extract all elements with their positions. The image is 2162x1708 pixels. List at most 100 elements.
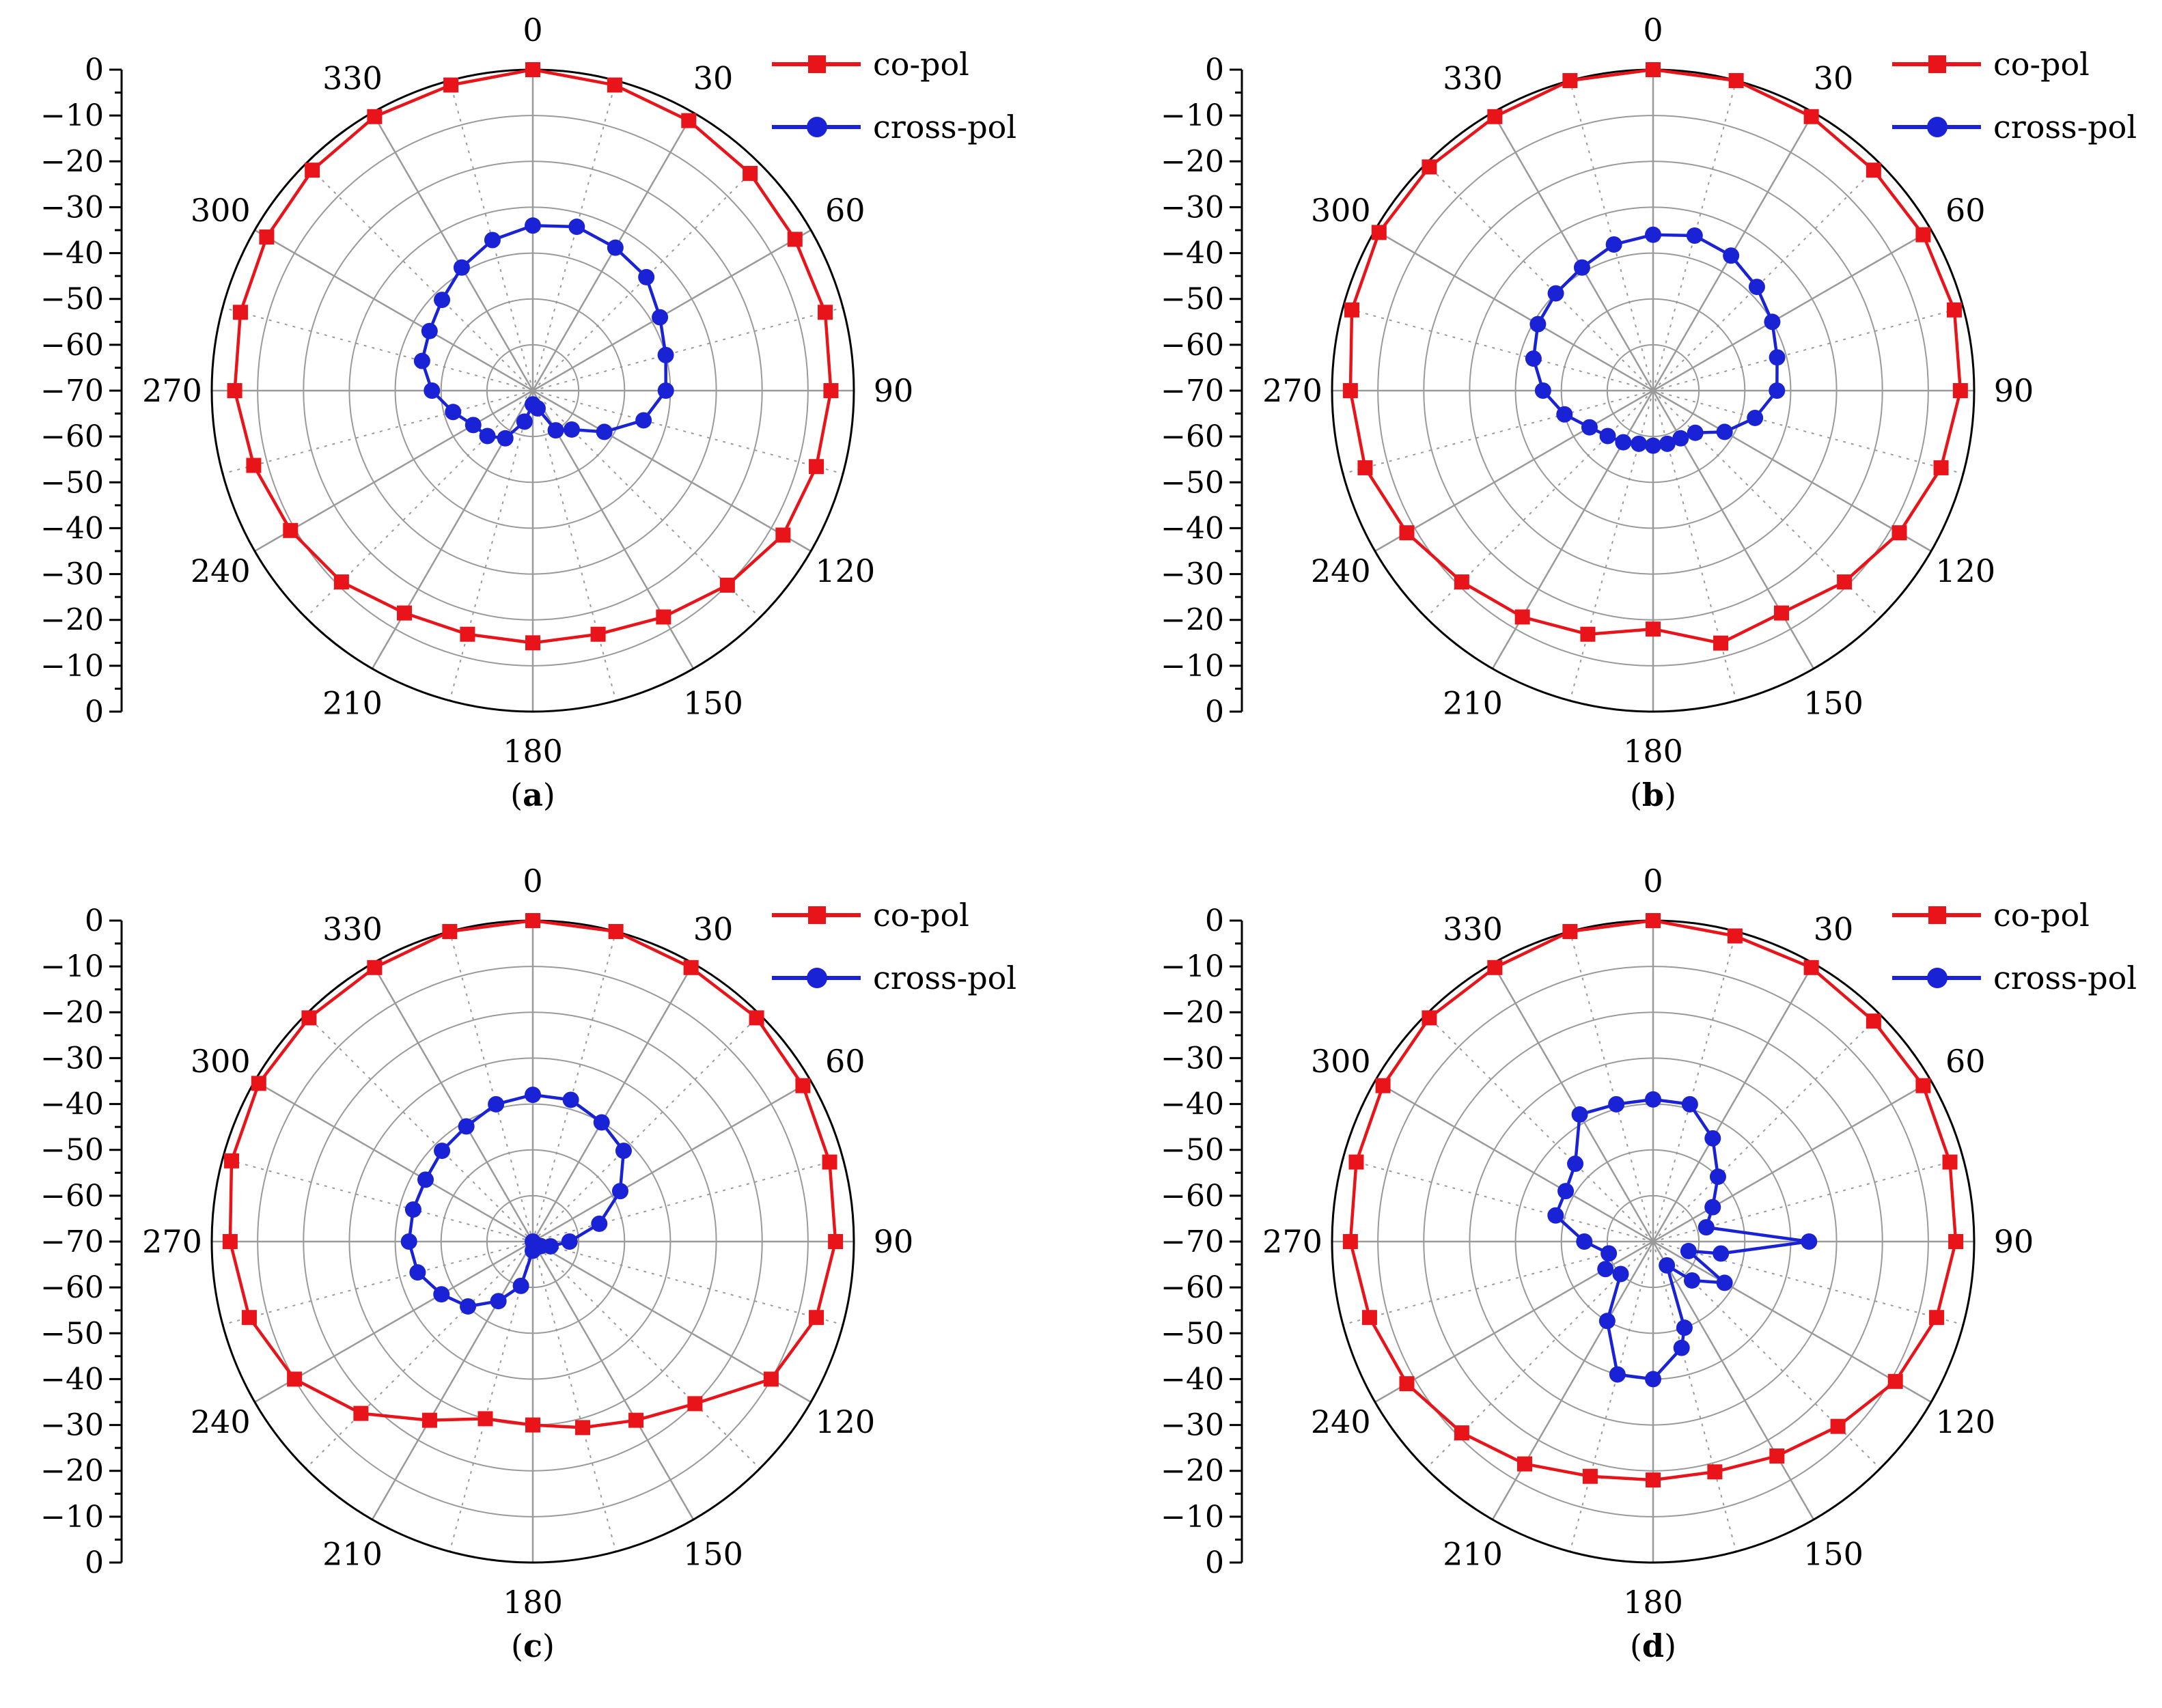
minor-spoke bbox=[532, 1158, 844, 1242]
cross-pol-point bbox=[1599, 428, 1616, 445]
co-pol-point bbox=[287, 1371, 303, 1387]
radial-tick-label: −30 bbox=[40, 190, 104, 225]
co-pol-point bbox=[1646, 1472, 1661, 1488]
co-pol-point bbox=[1915, 1078, 1931, 1093]
cross-pol-point bbox=[1645, 1371, 1661, 1388]
radial-tick-label: −20 bbox=[1161, 995, 1224, 1030]
radial-tick-label: −20 bbox=[40, 603, 104, 638]
radial-tick-label: −20 bbox=[1161, 1454, 1224, 1489]
cross-pol-point bbox=[1598, 1313, 1616, 1330]
cross-pol-point bbox=[409, 1264, 426, 1281]
minor-spoke bbox=[1569, 931, 1654, 1242]
cross-pol-point bbox=[445, 404, 462, 421]
cross-pol-point bbox=[1716, 423, 1733, 440]
polar-panel-a: 0 30 60 90 120 150 180 210 240 270 300 330 0 −10 −20 −3… bbox=[40, 12, 1016, 813]
minor-spoke bbox=[1425, 1013, 1654, 1242]
radial-tick-label: 0 bbox=[1205, 695, 1224, 729]
cross-pol-point bbox=[1709, 1168, 1726, 1186]
major-spoke bbox=[532, 389, 812, 552]
radial-tick-label: −50 bbox=[40, 1133, 104, 1168]
cross-pol-point bbox=[1697, 1219, 1715, 1236]
radial-tick-label: 0 bbox=[85, 904, 104, 938]
cross-pol-point bbox=[1609, 1366, 1626, 1383]
series-line-cross-pol bbox=[1554, 1097, 1811, 1381]
co-pol-point bbox=[1399, 525, 1415, 541]
radial-tick-label: −60 bbox=[40, 328, 104, 363]
co-pol-point bbox=[367, 960, 383, 975]
co-pol-point bbox=[1915, 227, 1931, 242]
panels: 03060901201501802102402703003300−10−20−3… bbox=[40, 12, 2137, 1664]
radial-tick-label: −10 bbox=[1161, 98, 1224, 133]
cross-pol-point bbox=[1686, 227, 1703, 244]
cross-pol-point bbox=[1769, 382, 1786, 399]
cross-pol-point bbox=[1529, 316, 1547, 333]
radial-tick-label: −10 bbox=[40, 649, 104, 684]
radial-tick-label: 0 bbox=[1205, 904, 1224, 938]
legend-square-marker bbox=[808, 906, 826, 924]
radial-tick-label: −30 bbox=[1161, 1041, 1224, 1076]
cross-pol-point bbox=[413, 352, 430, 369]
co-pol-point bbox=[1422, 159, 1437, 175]
co-pol-point bbox=[775, 527, 791, 543]
co-pol-point bbox=[1948, 1234, 1964, 1249]
cross-pol-point bbox=[525, 1087, 541, 1104]
angle-tick-label: 0 bbox=[1643, 863, 1663, 899]
radial-tick-label: −70 bbox=[40, 1224, 104, 1259]
radial-tick-label: −30 bbox=[40, 557, 104, 592]
cross-pol-point bbox=[591, 1215, 608, 1232]
co-pol-point bbox=[1580, 626, 1596, 642]
radial-tick-label: −50 bbox=[40, 465, 104, 500]
minor-spoke bbox=[532, 1241, 761, 1470]
angle-tick-label: 300 bbox=[191, 192, 251, 229]
cross-pol-point bbox=[638, 268, 655, 285]
cross-pol-point bbox=[607, 239, 624, 256]
radial-tick-label: −10 bbox=[40, 949, 104, 984]
radial-axis: 0 −10 −20 −30 −40 −50 −60 −70 −60 −50 −40 −30 −20 −10… bbox=[40, 904, 123, 1580]
cross-pol-point bbox=[1676, 1319, 1693, 1336]
co-pol-point bbox=[1375, 1078, 1391, 1093]
legend-circle-marker bbox=[807, 968, 827, 988]
major-spoke bbox=[532, 1080, 812, 1243]
minor-spoke bbox=[1342, 307, 1654, 391]
cross-pol-point bbox=[593, 1114, 610, 1131]
cross-pol-point bbox=[484, 232, 501, 249]
cross-pol-point bbox=[497, 430, 514, 447]
co-pol-point bbox=[822, 1154, 837, 1170]
minor-spoke bbox=[532, 931, 617, 1242]
legend-label: cross-pol bbox=[1993, 109, 2137, 145]
major-spoke bbox=[531, 1241, 695, 1520]
angle-tick-label: 270 bbox=[1262, 1223, 1322, 1260]
legend-label: co-pol bbox=[873, 897, 969, 934]
co-pol-point bbox=[353, 1405, 369, 1421]
caption-letter: a bbox=[523, 776, 543, 813]
cross-pol-point bbox=[404, 1201, 421, 1218]
major-spoke bbox=[1374, 1080, 1654, 1243]
angle-tick-label: 120 bbox=[1935, 552, 1995, 589]
co-pol-point bbox=[1887, 1373, 1903, 1389]
co-pol-point bbox=[525, 1417, 540, 1433]
legend: co-pol cross-pol bbox=[772, 46, 1016, 145]
polar-panel-b: 0 30 60 90 120 150 180 210 240 270 300 330 0 −10 −20 −3… bbox=[1161, 12, 2137, 813]
angle-tick-label: 60 bbox=[1945, 192, 1986, 229]
radial-tick-label: −60 bbox=[1161, 328, 1224, 363]
radial-tick-label: −20 bbox=[40, 144, 104, 179]
radial-tick-label: −60 bbox=[1161, 1179, 1224, 1214]
cross-pol-point bbox=[1645, 437, 1661, 454]
angle-tick-label: 180 bbox=[1623, 733, 1683, 770]
major-spoke bbox=[1652, 389, 1932, 552]
co-pol-point bbox=[222, 1234, 238, 1249]
radial-tick-label: −10 bbox=[40, 98, 104, 133]
cross-pol-point bbox=[434, 292, 451, 309]
co-pol-point bbox=[1514, 609, 1530, 625]
caption-letter: c bbox=[523, 1627, 542, 1664]
co-pol-point bbox=[763, 1371, 779, 1387]
radial-tick-label: −40 bbox=[1161, 236, 1224, 271]
radial-tick-label: −50 bbox=[1161, 282, 1224, 317]
major-spoke bbox=[371, 963, 534, 1242]
radial-tick-label: −40 bbox=[1161, 511, 1224, 546]
angle-tick-label: 120 bbox=[815, 1403, 875, 1440]
cross-pol-point bbox=[512, 1277, 529, 1294]
co-pol-point bbox=[1371, 225, 1387, 240]
angle-tick-label: 240 bbox=[191, 1403, 251, 1440]
major-spoke bbox=[371, 112, 534, 391]
